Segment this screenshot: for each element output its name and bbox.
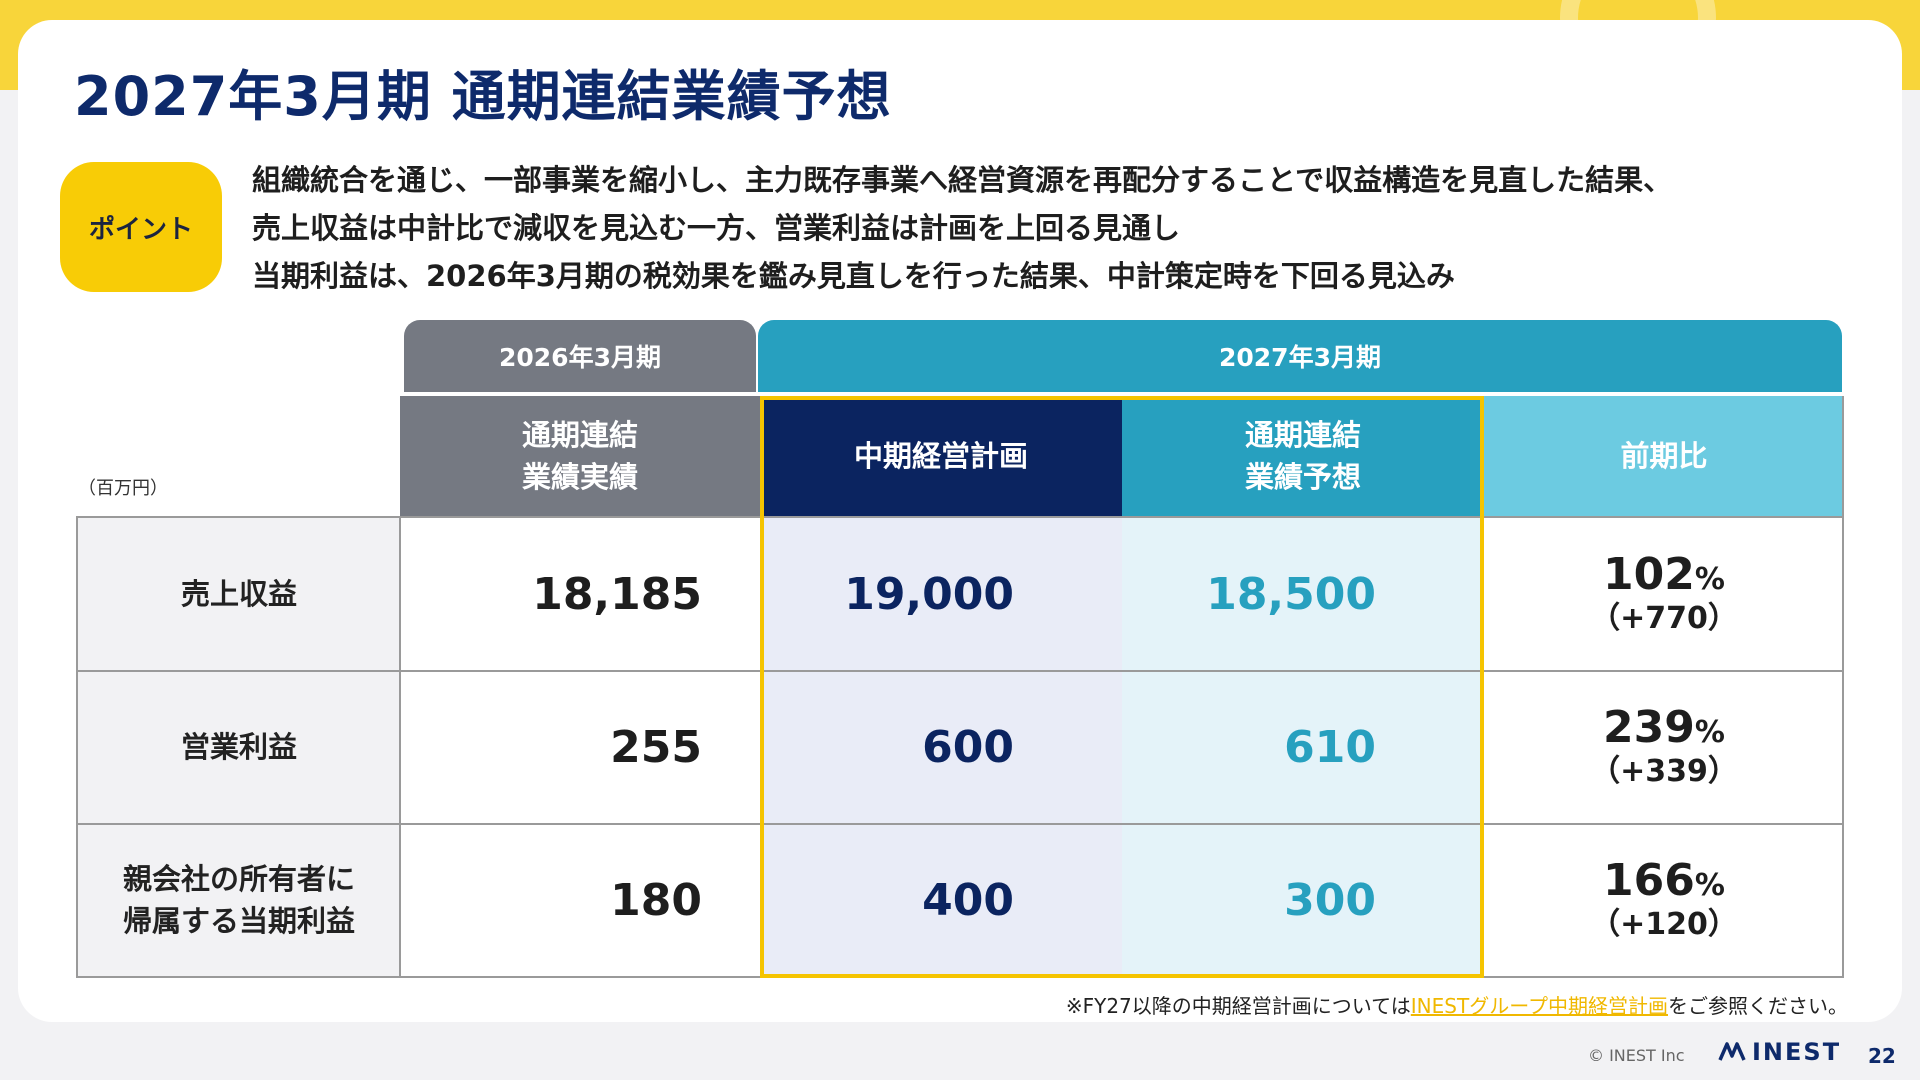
table-border <box>76 516 1844 518</box>
point-line: 当期利益は、2026年3月期の税効果を鑑み見直しを行った結果、中計策定時を下回る… <box>252 259 1455 293</box>
cell-actual-operating-profit: 255 <box>400 671 760 823</box>
yoy-percent-unit: % <box>1694 715 1725 750</box>
table-border <box>76 976 1844 978</box>
yoy-percent-unit: % <box>1694 868 1725 903</box>
cell-plan-operating-profit: 600 <box>760 671 1122 823</box>
cell-plan-revenue: 19,000 <box>760 518 1122 670</box>
cell-forecast-revenue: 18,500 <box>1122 518 1484 670</box>
column-header-line: 通期連結 <box>521 418 638 452</box>
company-logo: INEST <box>1718 1038 1841 1066</box>
column-header-forecast: 通期連結 業績予想 <box>1122 396 1484 516</box>
yoy-percent: 239 <box>1603 702 1695 753</box>
yoy-difference: （+339） <box>1590 754 1738 789</box>
yoy-percent: 102 <box>1603 549 1695 600</box>
cell-yoy-revenue: 102% （+770） <box>1484 518 1844 670</box>
column-header-line: 中期経営計画 <box>853 439 1028 473</box>
point-line: 組織統合を通じ、一部事業を縮小し、主力既存事業へ経営資源を再配分することで収益構… <box>252 163 1673 197</box>
cell-yoy-net-profit: 166% （+120） <box>1484 824 1844 976</box>
logo-mark-icon <box>1718 1042 1746 1061</box>
point-summary: 組織統合を通じ、一部事業を縮小し、主力既存事業へ経営資源を再配分することで収益構… <box>252 156 1672 300</box>
column-header-line: 業績予想 <box>1244 460 1361 494</box>
cell-forecast-net-profit: 300 <box>1122 824 1484 976</box>
yoy-difference: （+120） <box>1590 907 1738 942</box>
yoy-percent: 166 <box>1603 855 1695 906</box>
row-label-operating-profit: 営業利益 <box>76 671 400 823</box>
cell-plan-net-profit: 400 <box>760 824 1122 976</box>
period-header-current: 2027年3月期 <box>758 320 1842 392</box>
point-badge: ポイント <box>60 162 222 292</box>
yoy-percent-unit: % <box>1694 562 1725 597</box>
column-header-plan: 中期経営計画 <box>760 396 1122 516</box>
column-header-line: 前期比 <box>1620 439 1708 473</box>
table-border <box>76 823 1844 825</box>
page-number: 22 <box>1868 1044 1896 1068</box>
table-border <box>76 670 1844 672</box>
copyright: © INEST Inc <box>1588 1046 1685 1065</box>
footnote: ※FY27以降の中期経営計画についてはINESTグループ中期経営計画をご参照くだ… <box>1066 990 1848 1019</box>
point-line: 売上収益は中計比で減収を見込む一方、営業利益は計画を上回る見通し <box>252 211 1181 245</box>
cell-actual-net-profit: 180 <box>400 824 760 976</box>
footnote-prefix: ※FY27以降の中期経営計画については <box>1065 994 1411 1018</box>
row-label-line: 親会社の所有者に <box>122 862 355 896</box>
cell-yoy-operating-profit: 239% （+339） <box>1484 671 1844 823</box>
footnote-suffix: をご参照ください。 <box>1668 994 1848 1018</box>
period-header-prev: 2026年3月期 <box>404 320 756 392</box>
table-border <box>1842 396 1844 978</box>
row-label-line: 帰属する当期利益 <box>122 904 355 938</box>
column-header-line: 通期連結 <box>1244 418 1361 452</box>
row-label-line: 営業利益 <box>180 730 297 764</box>
column-header-line: 業績実績 <box>521 460 638 494</box>
table-border <box>399 516 401 978</box>
unit-label: （百万円） <box>78 478 168 499</box>
column-header-actual: 通期連結 業績実績 <box>400 396 760 516</box>
page-title: 2027年3月期 通期連結業績予想 <box>74 65 892 128</box>
table-border <box>76 516 78 978</box>
mid-term-plan-link[interactable]: INESTグループ中期経営計画 <box>1410 994 1668 1018</box>
row-label-net-profit: 親会社の所有者に 帰属する当期利益 <box>76 824 400 976</box>
row-label-line: 売上収益 <box>180 577 297 611</box>
logo-text: INEST <box>1752 1038 1842 1066</box>
cell-forecast-operating-profit: 610 <box>1122 671 1484 823</box>
row-label-revenue: 売上収益 <box>76 518 400 670</box>
column-header-yoy: 前期比 <box>1484 396 1844 516</box>
cell-actual-revenue: 18,185 <box>400 518 760 670</box>
yoy-difference: （+770） <box>1590 601 1738 636</box>
